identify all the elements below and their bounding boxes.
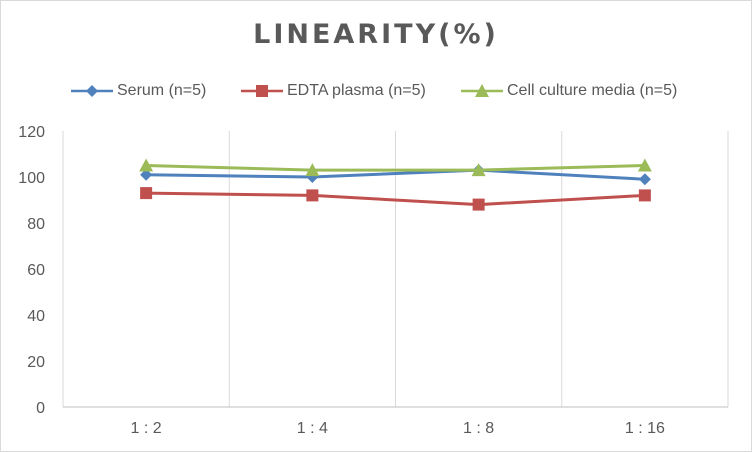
- x-tick-label: 1 : 8: [463, 420, 494, 437]
- y-tick-label: 20: [27, 354, 45, 371]
- y-tick-label: 80: [27, 216, 45, 233]
- data-point-cell-culture-media: [139, 158, 154, 172]
- data-point-edta-plasma: [638, 189, 651, 202]
- x-tick-label: 1 : 16: [625, 420, 665, 437]
- legend-item-edta-plasma: EDTA plasma (n=5): [241, 79, 426, 103]
- data-point-cell-culture-media: [637, 158, 652, 172]
- data-point-cell-culture-media: [471, 163, 486, 177]
- legend-item-serum: Serum (n=5): [71, 79, 206, 103]
- series-line-edta-plasma: [146, 191, 645, 207]
- data-point-serum: [638, 173, 651, 186]
- x-tick-label: 1 : 2: [131, 420, 162, 437]
- legend-label-cell-culture-media: Cell culture media (n=5): [507, 82, 678, 99]
- x-tick-label: 1 : 4: [297, 420, 328, 437]
- legend-item-cell-culture-media: Cell culture media (n=5): [461, 79, 677, 103]
- chart-title: LINEARITY(%): [253, 19, 499, 50]
- data-point-cell-culture-media: [305, 163, 320, 177]
- legend-swatch-serum: [71, 85, 113, 97]
- series-line-serum: [146, 168, 645, 181]
- y-tick-label: 120: [18, 124, 45, 141]
- legend-label-serum: Serum (n=5): [117, 82, 207, 99]
- series-line-cell-culture-media: [146, 164, 645, 172]
- y-tick-label: 100: [18, 170, 45, 187]
- data-point-edta-plasma: [306, 189, 319, 202]
- data-point-edta-plasma: [140, 187, 153, 200]
- data-point-edta-plasma: [472, 198, 485, 211]
- legend-label-edta-plasma: EDTA plasma (n=5): [287, 82, 426, 99]
- data-point-serum: [140, 168, 153, 181]
- y-tick-label: 60: [27, 262, 45, 279]
- y-tick-label: 0: [36, 400, 45, 417]
- legend-swatch-cell-culture-media: [461, 84, 503, 97]
- legend: Serum (n=5) EDTA plasma (n=5) Cell cultu…: [1, 79, 751, 103]
- legend-swatch-edta-plasma: [241, 85, 283, 97]
- y-tick-label: 40: [27, 308, 45, 325]
